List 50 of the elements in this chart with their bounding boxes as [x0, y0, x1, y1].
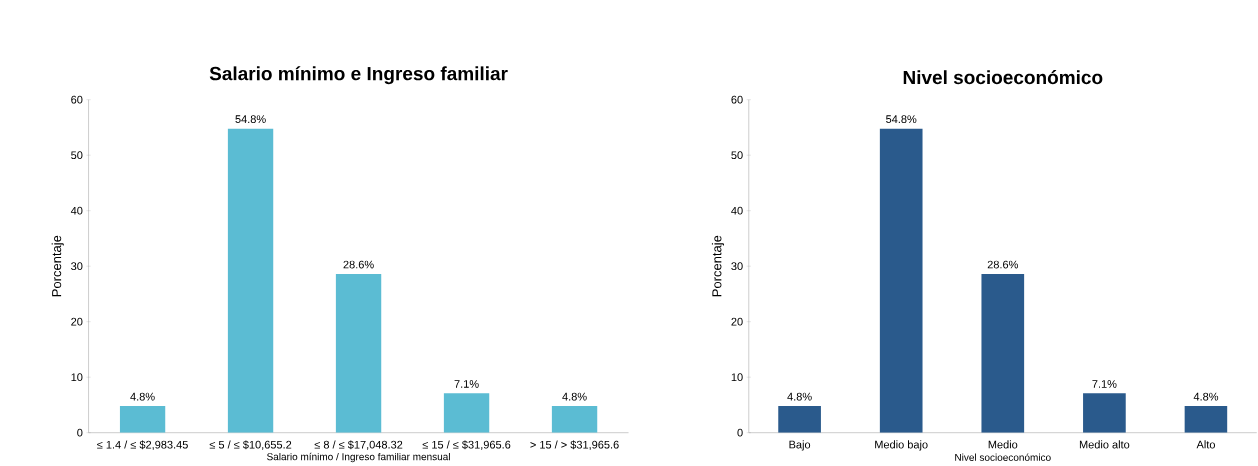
- bar: [778, 406, 821, 433]
- data-label: 7.1%: [454, 380, 479, 388]
- x-tick-label: ≤ 5 / ≤ $10,655.2: [209, 440, 292, 451]
- y-tick-label: 20: [731, 318, 743, 326]
- bar: [981, 274, 1025, 433]
- x-tick-label: ≤ 8 / ≤ $17,048.32: [314, 440, 403, 451]
- data-label: 54.8%: [235, 115, 266, 124]
- bar: [335, 274, 382, 433]
- x-tick-label: Alto: [1196, 440, 1215, 449]
- y-axis-title: Porcentaje: [711, 235, 725, 297]
- chart-title: Salario mínimo e Ingreso familiar: [209, 66, 508, 85]
- x-tick-label: > 15 / > $31,965.6: [530, 440, 619, 451]
- bar: [879, 128, 923, 433]
- bar: [119, 406, 166, 433]
- data-label: 28.6%: [987, 260, 1018, 269]
- bar: [227, 128, 274, 433]
- y-tick-label: 0: [77, 429, 83, 437]
- y-tick-label: 30: [731, 262, 743, 271]
- bar: [551, 406, 598, 433]
- data-label: 4.8%: [130, 392, 155, 401]
- x-tick-label: Medio alto: [1079, 440, 1130, 449]
- y-tick-label: 30: [71, 262, 83, 271]
- x-tick-label: Medio bajo: [875, 440, 928, 451]
- y-tick-label: 50: [71, 151, 83, 160]
- x-tick-label: Bajo: [789, 440, 811, 451]
- data-label: 4.8%: [562, 392, 587, 401]
- y-tick-label: 50: [731, 151, 743, 160]
- data-label: 4.8%: [787, 392, 812, 401]
- y-tick-label: 10: [71, 373, 83, 382]
- y-tick-label: 0: [737, 429, 743, 437]
- data-label: 54.8%: [886, 115, 917, 124]
- x-tick-label: ≤ 15 / ≤ $31,965.6: [422, 440, 511, 451]
- y-tick-label: 60: [71, 96, 83, 104]
- y-tick-label: 20: [71, 318, 83, 326]
- y-tick-label: 60: [731, 96, 743, 104]
- x-tick-label: Medio: [988, 440, 1018, 449]
- data-label: 28.6%: [343, 260, 374, 269]
- y-tick-label: 40: [70, 207, 83, 215]
- x-tick-label: ≤ 1.4 / ≤ $2,983.45: [97, 440, 188, 451]
- data-label: 4.8%: [1193, 392, 1219, 401]
- bar: [1083, 393, 1126, 433]
- y-axis-title: Porcentaje: [51, 235, 64, 297]
- y-tick-label: 10: [731, 373, 743, 382]
- x-axis-title: Nivel socioeconómico: [955, 453, 1051, 462]
- y-tick-label: 40: [731, 207, 743, 215]
- data-label: 7.1%: [1092, 380, 1117, 388]
- x-axis-title: Salario mínimo / Ingreso familiar mensual: [267, 452, 450, 463]
- bar: [1184, 406, 1228, 433]
- chart-title: Nivel socioeconómico: [903, 70, 1103, 85]
- bar: [443, 393, 490, 433]
